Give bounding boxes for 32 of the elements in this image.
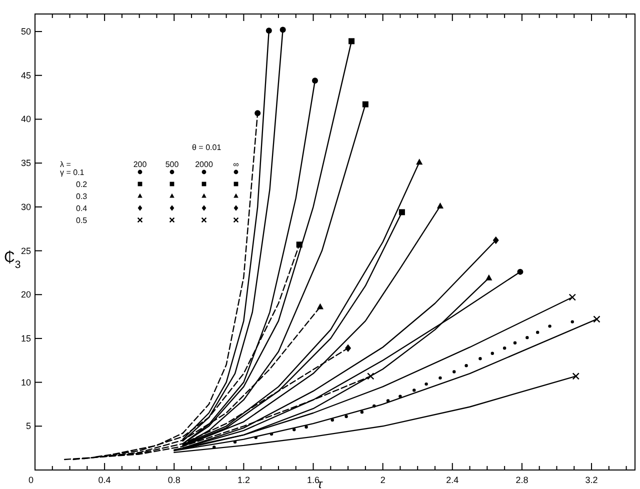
y-tick-label: 10 — [20, 377, 31, 388]
x-tick-label: 0.4 — [98, 475, 111, 485]
x-tick-label: 3.2 — [585, 475, 598, 485]
y-tick-label: 40 — [20, 114, 31, 124]
x-tick-label: 2.8 — [516, 475, 528, 485]
annotation: 0.3 — [76, 192, 88, 201]
annotation: 200 — [133, 160, 148, 169]
y-tick-label: 15 — [20, 333, 31, 344]
annotation: 0.5 — [76, 216, 88, 225]
annotation: 0.4 — [76, 204, 88, 213]
annotation: λ = — [60, 160, 72, 169]
x-tick-label: 2 — [380, 475, 386, 485]
y-tick-label: 25 — [20, 246, 31, 256]
y-tick-label: 35 — [20, 158, 31, 168]
annotation: 2000 — [195, 160, 214, 169]
x-tick-label: 1.6 — [307, 475, 320, 485]
y-tick-label: 30 — [20, 202, 31, 212]
annotation: γ = 0.1 — [60, 168, 85, 177]
annotation: 500 — [165, 160, 180, 169]
y-tick-label: 50 — [20, 26, 31, 37]
x-tick-label: 2.4 — [446, 475, 459, 485]
x-tick-label: 0.8 — [168, 475, 180, 485]
annotation: θ = 0.01 — [192, 143, 222, 152]
y-axis-title: ₵$_{3}$ — [4, 249, 21, 271]
y-tick-label: 5 — [26, 421, 31, 432]
x-tick-label: 1.2 — [237, 475, 250, 485]
x-tick-label: 0 — [28, 475, 34, 485]
y-tick-label: 20 — [20, 290, 31, 300]
annotation: ∞ — [233, 160, 240, 169]
annotation: 0.2 — [76, 180, 88, 189]
y-tick-label: 45 — [20, 70, 31, 80]
x-axis-title: τ — [318, 477, 324, 489]
